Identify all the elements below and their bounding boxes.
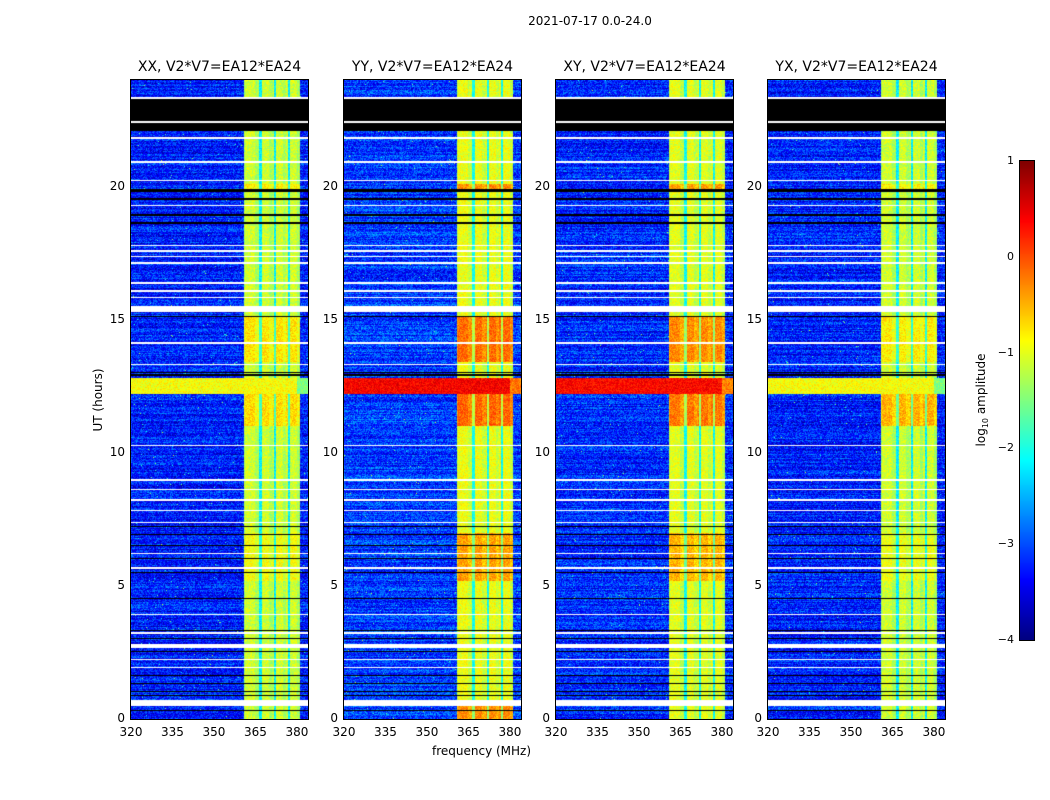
x-tick-label: 335	[586, 725, 609, 739]
y-axis-label: UT (hours)	[91, 368, 105, 432]
y-tick-label: 10	[109, 444, 125, 459]
y-tick-label: 15	[322, 311, 338, 326]
x-tick-label: 365	[881, 725, 904, 739]
heatmap-image	[131, 80, 308, 719]
y-tick-label: 0	[754, 711, 762, 725]
heatmap-image	[768, 80, 945, 719]
x-tick-label: 350	[202, 725, 226, 739]
y-tick-label: 0	[542, 711, 550, 725]
colorbar-tick-label: −2	[997, 441, 1014, 455]
y-tick-label: 15	[534, 311, 550, 326]
waterfall-panel-xx	[130, 79, 309, 720]
x-tick-label: 380	[922, 725, 946, 739]
y-tick-label: 5	[754, 577, 762, 592]
x-tick-label: 350	[415, 725, 439, 739]
y-tick-label: 5	[542, 577, 550, 592]
y-tick-label: 20	[109, 178, 125, 193]
y-tick-label: 5	[330, 577, 338, 592]
x-tick-label: 380	[285, 725, 309, 739]
figure-title: 2021-07-17 0.0-24.0	[528, 14, 652, 28]
x-tick-label: 320	[756, 725, 780, 739]
heatmap-image	[556, 80, 733, 719]
x-tick-label: 365	[457, 725, 480, 739]
y-tick-label: 15	[746, 311, 762, 326]
panel-title: YX, V2*V7=EA12*EA24	[775, 59, 938, 75]
panel-title: YY, V2*V7=EA12*EA24	[351, 59, 514, 75]
y-tick-label: 0	[117, 711, 125, 725]
x-tick-label: 335	[374, 725, 397, 739]
y-tick-label: 10	[534, 444, 550, 459]
x-tick-label: 365	[669, 725, 692, 739]
x-tick-label: 350	[627, 725, 651, 739]
waterfall-panel-yx	[767, 79, 946, 720]
y-tick-label: 10	[746, 444, 762, 459]
colorbar-tick-label: −3	[997, 537, 1014, 551]
y-tick-label: 0	[330, 711, 338, 725]
waterfall-panel-yy	[343, 79, 522, 720]
x-tick-label: 350	[839, 725, 863, 739]
x-axis-label: frequency (MHz)	[432, 744, 532, 758]
y-tick-label: 20	[746, 178, 762, 193]
x-tick-label: 320	[119, 725, 143, 739]
x-tick-label: 335	[161, 725, 184, 739]
x-tick-label: 365	[244, 725, 267, 739]
y-tick-label: 5	[117, 577, 125, 592]
heatmap-image	[344, 80, 521, 719]
x-tick-label: 380	[498, 725, 522, 739]
y-tick-label: 20	[322, 178, 338, 193]
colorbar-tick-label: 0	[1007, 249, 1014, 263]
colorbar	[1019, 160, 1035, 641]
waterfall-panel-xy	[555, 79, 734, 720]
colorbar-label: log10 amplitude	[973, 353, 991, 447]
colorbar-tick-label: 1	[1007, 154, 1014, 167]
x-tick-label: 320	[544, 725, 568, 739]
panel-title: XY, V2*V7=EA12*EA24	[563, 59, 726, 75]
y-tick-label: 10	[322, 444, 338, 459]
y-tick-label: 15	[109, 311, 125, 326]
y-tick-label: 20	[534, 178, 550, 193]
colorbar-tick-label: −1	[997, 345, 1014, 359]
x-tick-label: 380	[710, 725, 734, 739]
x-tick-label: 320	[332, 725, 356, 739]
x-tick-label: 335	[798, 725, 821, 739]
panel-title: XX, V2*V7=EA12*EA24	[137, 59, 302, 75]
colorbar-tick-label: −4	[997, 633, 1014, 646]
